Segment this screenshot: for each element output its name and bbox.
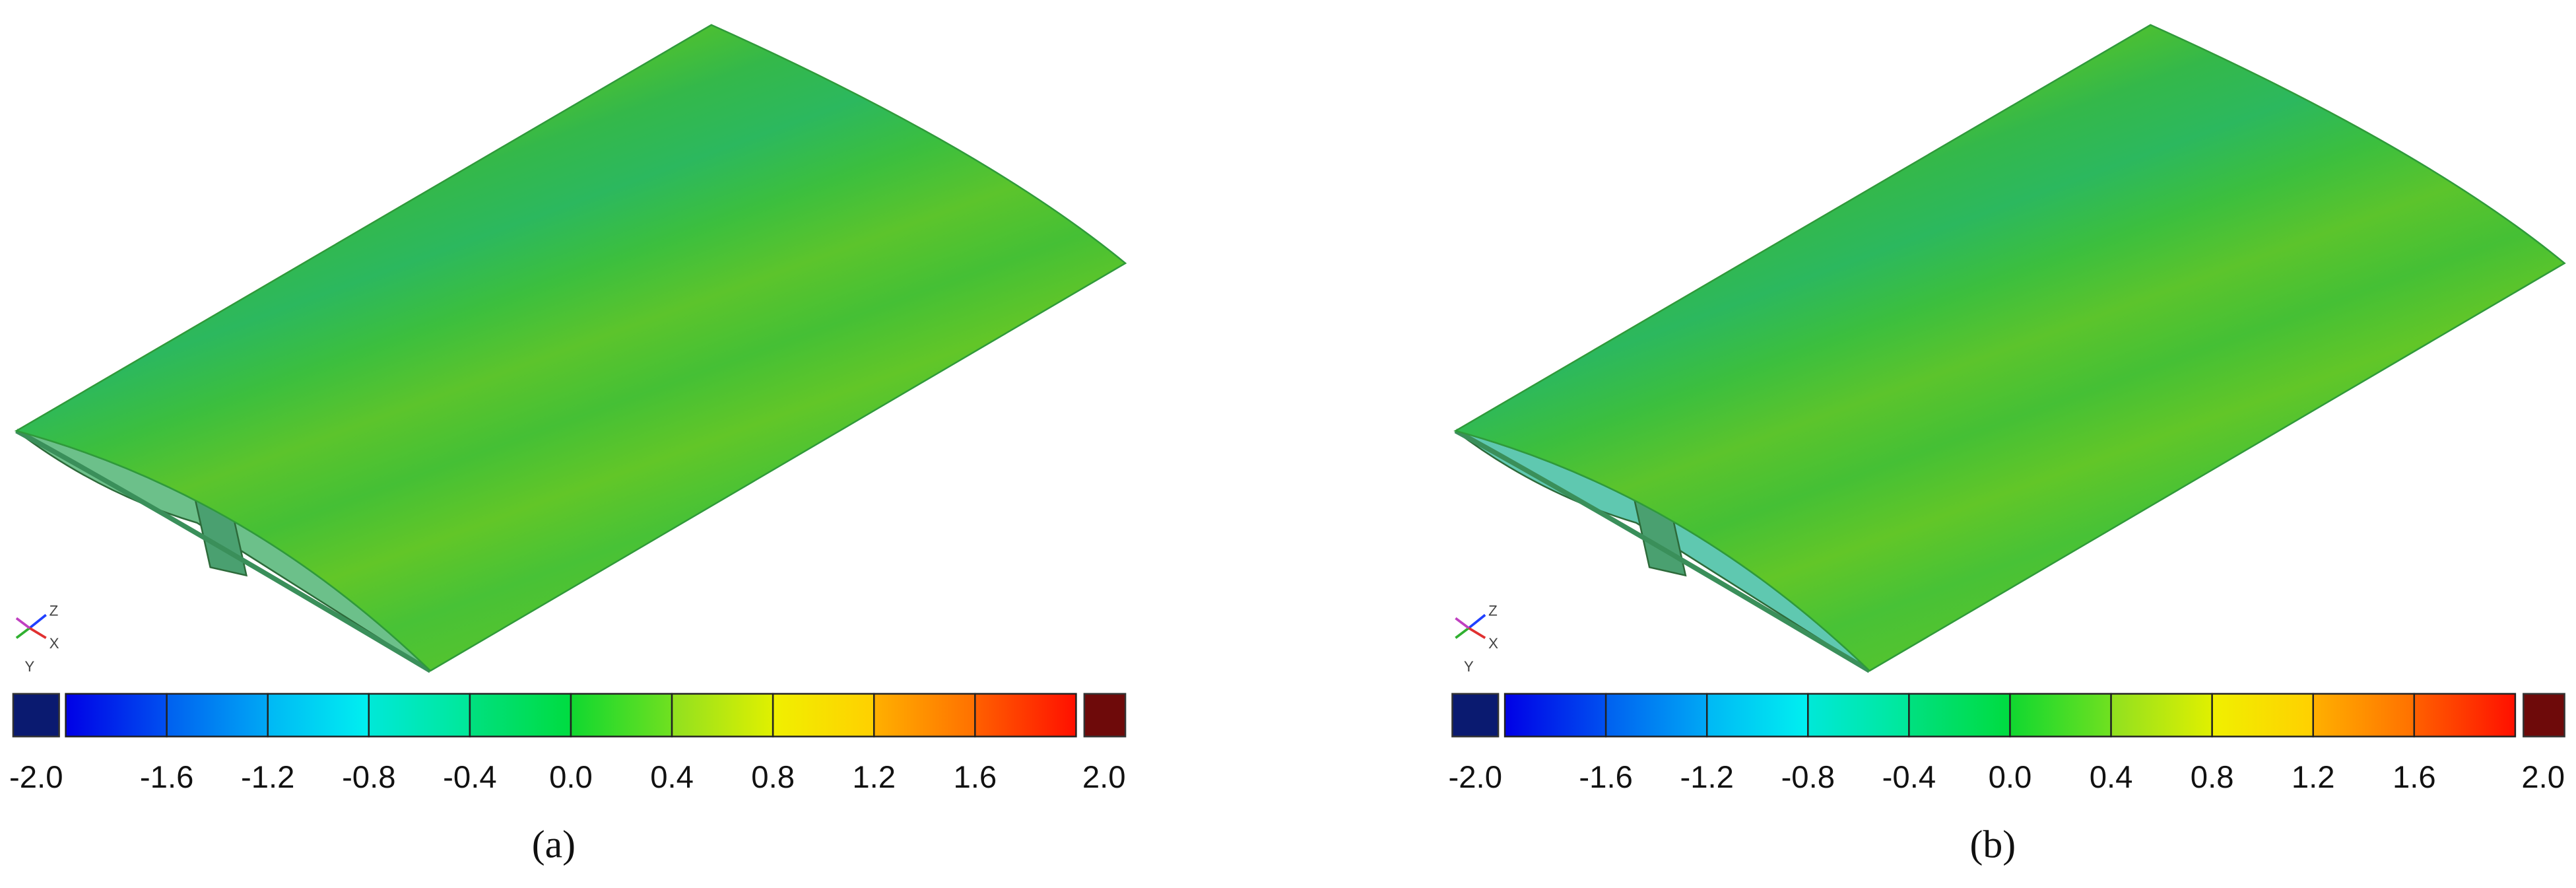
wing-surface — [1453, 24, 2566, 672]
colorbar-segment — [267, 693, 370, 737]
colorbar-segment — [1807, 693, 1910, 737]
axis-w — [1455, 617, 1470, 629]
axis-z — [28, 613, 47, 629]
colorbar-tick-label: -1.2 — [241, 760, 294, 795]
colorbar-tick-label: 1.6 — [953, 760, 997, 795]
axis-label: Z — [50, 602, 59, 619]
colorbar-segment — [1604, 693, 1708, 737]
colorbar-segment — [2312, 693, 2416, 737]
colorbar-over — [1083, 693, 1127, 737]
colorbar-over — [2523, 693, 2565, 737]
colorbar-tick-label: -1.2 — [1680, 760, 1733, 795]
colorbar-tick-label: -2.0 — [1449, 760, 1502, 795]
colorbar-segment — [873, 693, 976, 737]
colorbar-tick-label: -1.6 — [140, 760, 193, 795]
axis-w — [15, 617, 30, 629]
panel-label: (b) — [1970, 823, 2016, 866]
colorbar-tick-label: 1.2 — [2292, 760, 2335, 795]
colorbar-tick-label: -0.4 — [1882, 760, 1936, 795]
colorbar-segment — [1705, 693, 1809, 737]
axis-x — [1468, 627, 1486, 639]
axis-x — [28, 627, 47, 639]
colorbar-tick-label: 0.4 — [2090, 760, 2133, 795]
panel: ZXY -2.0 -1.6 -1.2 -0.8 -0.4 0.0 0.4 0.8 1.2 1.6 2.… — [1449, 24, 2566, 866]
axis-label: Z — [1488, 602, 1498, 619]
panel-label: (a) — [532, 823, 576, 866]
axis-label: Y — [1464, 658, 1474, 675]
colorbar-segment — [368, 693, 471, 737]
colorbar-segment — [2413, 693, 2517, 737]
colorbar-tick-label: 2.0 — [1082, 760, 1126, 795]
axis-y — [1455, 627, 1470, 639]
colorbar-tick-label: -0.4 — [443, 760, 496, 795]
wing-skin-inner — [1454, 428, 1871, 673]
colorbar-tick-label: 0.8 — [2191, 760, 2234, 795]
colorbar-tick-label: -0.8 — [1781, 760, 1835, 795]
axis-label: Y — [24, 658, 34, 675]
colorbar-segment — [469, 693, 572, 737]
colorbar-under — [12, 693, 60, 737]
wing-skin-inner — [15, 428, 432, 673]
colorbar-segment — [974, 693, 1077, 737]
colorbar-segment — [166, 693, 269, 737]
colorbar-segment — [772, 693, 875, 737]
colorbar-segment — [1908, 693, 2011, 737]
colorbar-segment — [2110, 693, 2213, 737]
colorbar-tick-label: -0.8 — [342, 760, 395, 795]
colorbar-tick-label: -1.6 — [1579, 760, 1632, 795]
axis-label: X — [1488, 635, 1498, 652]
colorbar-tick-label: -2.0 — [9, 760, 63, 795]
colorbar-segment — [570, 693, 673, 737]
colorbar-segment — [671, 693, 774, 737]
colorbar-tick-label: 0.0 — [549, 760, 593, 795]
colorbar-tick-label: 2.0 — [2521, 760, 2565, 795]
axis-y — [15, 627, 30, 639]
axis-label: X — [50, 635, 59, 652]
wing-surface — [14, 24, 1127, 672]
colorbar-tick-label: 0.4 — [650, 760, 694, 795]
colorbar-segment — [1503, 693, 1607, 737]
colorbar-tick-label: 0.0 — [1989, 760, 2032, 795]
colorbar-segment — [2211, 693, 2314, 737]
colorbar-segment — [65, 693, 168, 737]
panel: ZXY -2.0 -1.6 -1.2 -0.8 -0.4 0.0 0.4 0.8 1.2 1.6 2.… — [9, 24, 1127, 866]
colorbar-tick-label: 0.8 — [751, 760, 795, 795]
colorbar-under — [1451, 693, 1500, 737]
colorbar-tick-label: 1.2 — [852, 760, 896, 795]
colorbar-segment — [2009, 693, 2112, 737]
colorbar-tick-label: 1.6 — [2393, 760, 2436, 795]
axis-z — [1468, 613, 1486, 629]
